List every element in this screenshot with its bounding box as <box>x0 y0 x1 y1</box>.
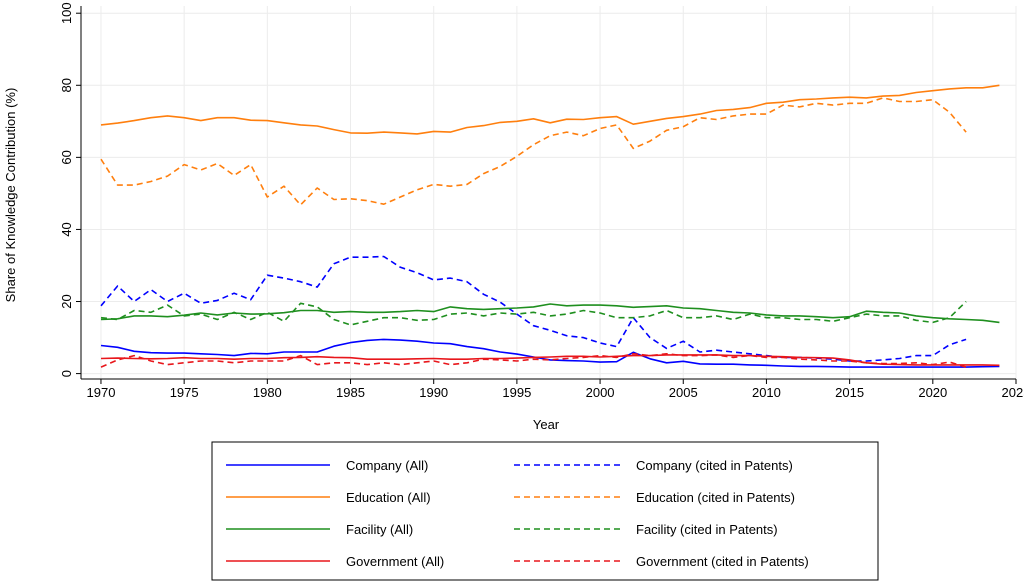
x-tick-label: 2015 <box>835 385 864 400</box>
legend-label: Company (All) <box>346 458 428 473</box>
series-lines <box>100 84 1000 368</box>
series-line-government-all <box>100 354 1000 367</box>
x-tick-label: 2005 <box>669 385 698 400</box>
series-line-company-all <box>100 338 1000 368</box>
y-tick-label: 20 <box>59 294 74 308</box>
series-line-facility-all <box>100 303 1000 324</box>
series-line-facility-cited-in-patents <box>100 300 967 326</box>
axes <box>80 6 1016 380</box>
y-tick-label: 100 <box>59 2 74 24</box>
x-tick-label: 1980 <box>253 385 282 400</box>
y-tick-label: 0 <box>59 370 74 377</box>
x-tick-label: 1975 <box>170 385 199 400</box>
legend-label: Government (All) <box>346 554 444 569</box>
legend-label: Education (All) <box>346 490 431 505</box>
gridlines <box>81 6 1017 379</box>
y-tick-label: 40 <box>59 222 74 236</box>
series-line-education-cited-in-patents <box>100 97 967 206</box>
legend-label: Education (cited in Patents) <box>636 490 795 505</box>
x-tick-label: 1995 <box>502 385 531 400</box>
series-line-company-cited-in-patents <box>100 255 967 362</box>
x-tick-label: 2000 <box>586 385 615 400</box>
y-axis-label: Share of Knowledge Contribution (%) <box>3 88 18 303</box>
x-tick-label: 1985 <box>336 385 365 400</box>
x-tick-label: 2010 <box>752 385 781 400</box>
y-tick-label: 60 <box>59 150 74 164</box>
legend-label: Facility (All) <box>346 522 413 537</box>
tick-labels: 1970 1975 1980 1985 1990 1995 2000 2005 2010 2015… <box>59 2 1024 400</box>
series-line-government-cited-in-patents <box>100 352 967 368</box>
x-tick-label: 1990 <box>419 385 448 400</box>
x-axis-label: Year <box>533 417 560 432</box>
legend: Company (All) Company (cited in Patents) E… <box>211 441 879 581</box>
legend-label: Facility (cited in Patents) <box>636 522 778 537</box>
legend-label: Government (cited in Patents) <box>636 554 809 569</box>
x-tick-label: 2025 <box>1002 385 1024 400</box>
series-line-education-all <box>100 84 1000 135</box>
legend-label: Company (cited in Patents) <box>636 458 793 473</box>
x-tick-label: 2020 <box>918 385 947 400</box>
y-tick-label: 80 <box>59 78 74 92</box>
x-tick-label: 1970 <box>87 385 116 400</box>
